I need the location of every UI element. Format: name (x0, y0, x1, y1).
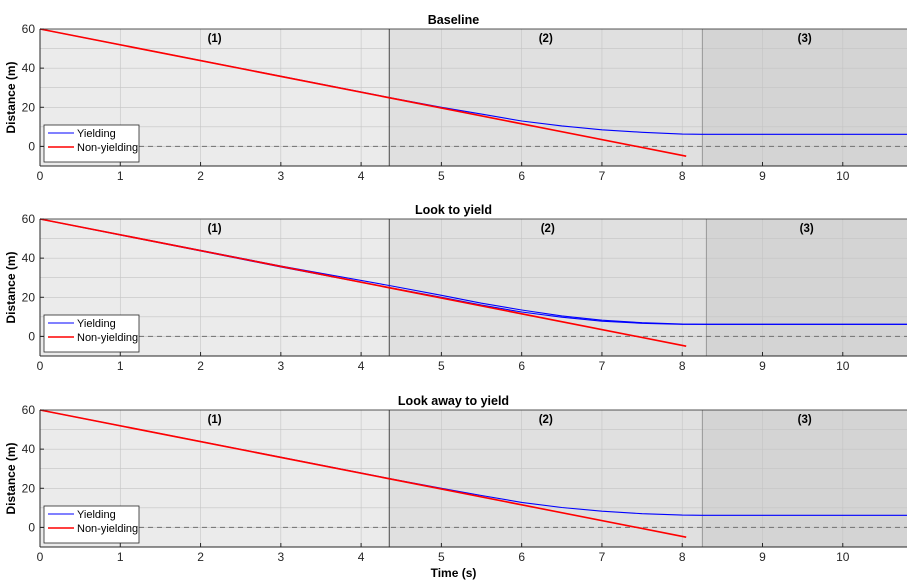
x-tick-label: 5 (438, 169, 445, 183)
chart-panel-3: (1) (2) (3) 0 1 2 3 4 5 6 7 8 9 10 0 20 40 60 Look away to… (4, 394, 907, 580)
x-tick-label: 10 (836, 550, 850, 564)
x-tick-label: 4 (358, 359, 365, 373)
phase-region-2 (389, 29, 703, 166)
phase-label: (2) (539, 33, 553, 45)
y-tick-label: 40 (22, 442, 36, 456)
series-line-non-yielding (39, 218, 687, 347)
chart-title: Baseline (428, 13, 479, 27)
x-tick-label: 6 (518, 359, 525, 373)
x-tick-label: 2 (197, 550, 204, 564)
x-tick-label: 8 (679, 359, 686, 373)
phase-label: (2) (541, 223, 555, 235)
y-tick-label: 60 (22, 212, 36, 226)
y-tick-label: 40 (22, 61, 36, 75)
chart-title: Look to yield (415, 203, 492, 217)
phase-region-2 (389, 219, 707, 356)
legend-box (43, 505, 140, 544)
y-axis-label: Distance (m) (4, 251, 18, 323)
x-tick-label: 4 (358, 169, 365, 183)
x-tick-label: 8 (679, 550, 686, 564)
legend: Yielding Non-yielding (43, 314, 140, 353)
x-tick-label: 3 (277, 359, 284, 373)
y-tick-label: 0 (28, 139, 35, 153)
phase-label: (1) (208, 223, 222, 235)
x-tick-label: 6 (518, 550, 525, 564)
y-axis-label: Distance (m) (4, 442, 18, 514)
x-tick-label: 7 (599, 359, 606, 373)
legend-box (43, 314, 140, 353)
legend-entry-non-yielding: Non-yielding (77, 523, 138, 535)
x-tick-label: 5 (438, 359, 445, 373)
chart-panel-1: (1) (2) (3) 0 1 2 3 4 5 6 7 8 9 10 0 20 40 60 Baseline Dist… (4, 13, 907, 183)
x-axis-label: Time (s) (431, 566, 477, 580)
y-tick-label: 60 (22, 22, 36, 36)
phase-label: (3) (798, 414, 812, 426)
x-tick-label: 3 (277, 550, 284, 564)
x-tick-label: 9 (759, 169, 766, 183)
x-tick-label: 3 (277, 169, 284, 183)
legend-box (43, 124, 140, 163)
phase-label: (2) (539, 414, 553, 426)
y-tick-label: 0 (28, 329, 35, 343)
y-tick-label: 20 (22, 481, 36, 495)
legend-entry-non-yielding: Non-yielding (77, 142, 138, 154)
x-tick-label: 10 (836, 169, 850, 183)
x-tick-label: 0 (37, 550, 44, 564)
phase-label: (1) (208, 33, 222, 45)
legend: Yielding Non-yielding (43, 505, 140, 544)
series-line-non-yielding (39, 28, 687, 157)
x-tick-label: 9 (759, 359, 766, 373)
y-tick-label: 20 (22, 290, 36, 304)
x-tick-label: 10 (836, 359, 850, 373)
x-tick-label: 2 (197, 169, 204, 183)
y-tick-label: 60 (22, 403, 36, 417)
x-tick-label: 1 (117, 550, 124, 564)
phase-region-3 (702, 410, 907, 547)
y-tick-label: 0 (28, 520, 35, 534)
phase-label: (1) (208, 414, 222, 426)
phase-label: (3) (800, 223, 814, 235)
x-tick-label: 4 (358, 550, 365, 564)
x-tick-label: 1 (117, 359, 124, 373)
x-tick-label: 9 (759, 550, 766, 564)
x-tick-label: 5 (438, 550, 445, 564)
x-tick-label: 0 (37, 169, 44, 183)
legend: Yielding Non-yielding (43, 124, 140, 163)
chart-title: Look away to yield (398, 394, 509, 408)
legend-entry-yielding: Yielding (77, 318, 116, 330)
x-tick-label: 1 (117, 169, 124, 183)
series-line-non-yielding (39, 409, 687, 538)
legend-entry-yielding: Yielding (77, 128, 116, 140)
phase-label: (3) (798, 33, 812, 45)
phase-region-3 (706, 219, 907, 356)
chart-panel-2: (1) (2) (3) 0 1 2 3 4 5 6 7 8 9 10 0 20 40 60 Look to yiel… (4, 203, 907, 373)
phase-region-3 (702, 29, 907, 166)
legend-entry-non-yielding: Non-yielding (77, 332, 138, 344)
phase-region-2 (389, 410, 703, 547)
y-tick-label: 20 (22, 100, 36, 114)
y-tick-label: 40 (22, 251, 36, 265)
x-tick-label: 8 (679, 169, 686, 183)
x-tick-label: 7 (599, 169, 606, 183)
legend-entry-yielding: Yielding (77, 509, 116, 521)
y-axis-label: Distance (m) (4, 61, 18, 133)
x-tick-label: 2 (197, 359, 204, 373)
x-tick-label: 7 (599, 550, 606, 564)
x-tick-label: 6 (518, 169, 525, 183)
x-tick-label: 0 (37, 359, 44, 373)
